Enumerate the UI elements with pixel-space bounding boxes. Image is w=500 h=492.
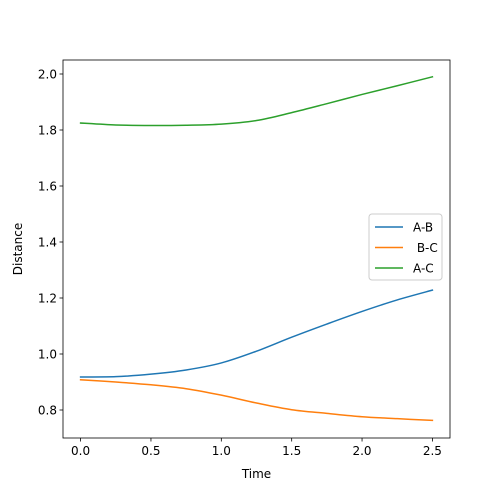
legend-label: A-C	[413, 261, 434, 275]
x-tick-label: 0.0	[71, 444, 90, 458]
series-line-2	[79, 75, 434, 127]
x-axis-label: Time	[241, 467, 271, 481]
y-tick-label: 1.4	[38, 235, 57, 249]
x-tick-label: 1.5	[282, 444, 301, 458]
series-line-1	[79, 378, 434, 422]
x-tick-label: 0.5	[141, 444, 160, 458]
plot-frame	[62, 59, 451, 439]
x-tick-label: 2.5	[423, 444, 442, 458]
y-tick-label: 1.6	[38, 179, 57, 193]
series-line-0	[79, 289, 434, 378]
y-tick-label: 2.0	[38, 67, 57, 81]
series-layer	[79, 75, 434, 422]
y-tick-label: 1.8	[38, 123, 57, 137]
ticks-layer: 0.0 0.5 1.0 1.5 2.0 2.5 0.8 1.0 1.2 1.4 1.6 1.8 2.0	[38, 67, 442, 458]
legend-label: A-B	[413, 220, 433, 234]
y-tick-label: 1.2	[38, 291, 57, 305]
legend-box	[368, 213, 443, 281]
x-tick-label: 1.0	[212, 444, 231, 458]
legend: A-B B-C A-C	[368, 213, 443, 281]
y-tick-label: 0.8	[38, 403, 57, 417]
legend-label: B-C	[413, 241, 438, 255]
y-axis-label: Distance	[11, 223, 25, 275]
y-tick-label: 1.0	[38, 347, 57, 361]
x-tick-label: 2.0	[352, 444, 371, 458]
